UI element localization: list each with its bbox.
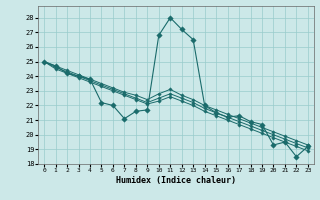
X-axis label: Humidex (Indice chaleur): Humidex (Indice chaleur) <box>116 176 236 185</box>
